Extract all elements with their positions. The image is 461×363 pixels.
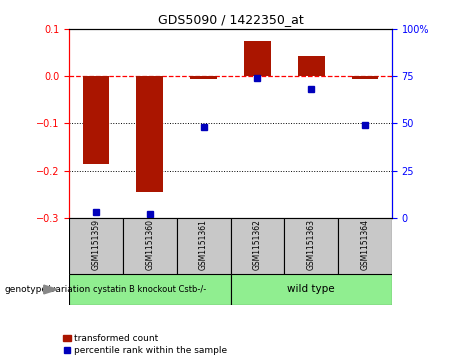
Bar bbox=[244, 41, 271, 76]
Text: GSM1151363: GSM1151363 bbox=[307, 219, 316, 270]
Text: wild type: wild type bbox=[287, 285, 335, 294]
Bar bbox=[338, 218, 392, 274]
Text: GSM1151362: GSM1151362 bbox=[253, 219, 262, 270]
Legend: transformed count, percentile rank within the sample: transformed count, percentile rank withi… bbox=[60, 331, 231, 359]
Bar bbox=[69, 274, 230, 305]
Bar bbox=[284, 218, 338, 274]
Bar bbox=[177, 218, 230, 274]
Bar bbox=[230, 218, 284, 274]
Bar bbox=[83, 76, 109, 163]
Text: GSM1151359: GSM1151359 bbox=[92, 219, 100, 270]
Bar bbox=[123, 218, 177, 274]
Text: GSM1151364: GSM1151364 bbox=[361, 219, 369, 270]
Text: cystatin B knockout Cstb-/-: cystatin B knockout Cstb-/- bbox=[93, 285, 207, 294]
Text: genotype/variation: genotype/variation bbox=[5, 285, 91, 294]
Bar bbox=[136, 76, 163, 192]
Text: GSM1151361: GSM1151361 bbox=[199, 219, 208, 270]
Bar bbox=[298, 56, 325, 76]
Bar bbox=[190, 76, 217, 78]
Text: GSM1151360: GSM1151360 bbox=[145, 219, 154, 270]
Bar bbox=[351, 76, 378, 78]
Bar bbox=[230, 274, 392, 305]
Title: GDS5090 / 1422350_at: GDS5090 / 1422350_at bbox=[158, 13, 303, 26]
Bar bbox=[69, 218, 123, 274]
